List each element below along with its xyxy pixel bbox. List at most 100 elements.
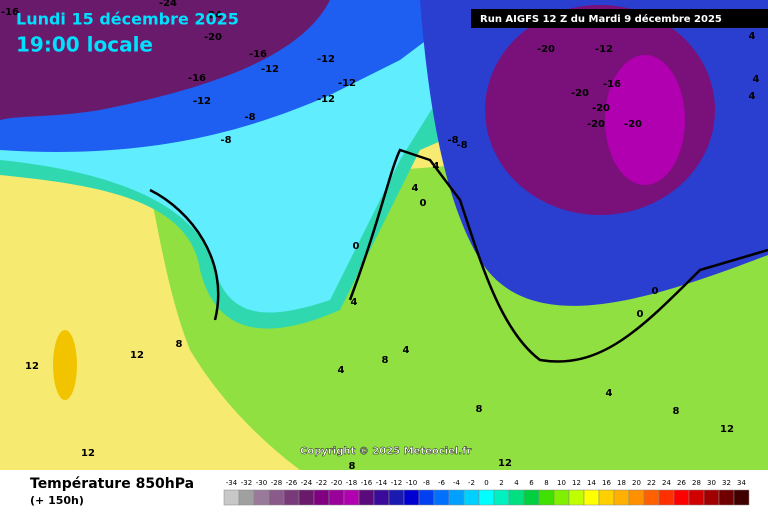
scale-swatch [433, 489, 450, 506]
forecast-time: 19:00 locale [16, 33, 153, 57]
contour-label: -16 [249, 49, 267, 60]
scale-swatch [283, 489, 300, 506]
scale-swatch [463, 489, 480, 506]
contour-label: -8 [220, 135, 231, 146]
scale-label: 2 [499, 479, 503, 487]
scale-swatch [568, 489, 585, 506]
scale-swatch [298, 489, 315, 506]
contour-label: -16 [188, 73, 206, 84]
scale-label: -2 [468, 479, 475, 487]
scale-label: -22 [316, 479, 327, 487]
contour-label: 8 [176, 339, 183, 350]
scale-swatch [418, 489, 435, 506]
scale-swatch [253, 489, 270, 506]
scale-swatch [223, 489, 240, 506]
copyright: Copyright © 2025 Meteociel.fr [300, 446, 471, 457]
forecast-date: Lundi 15 décembre 2025 [16, 10, 239, 29]
zero-isotherm [149, 148, 768, 363]
scale-label: 8 [544, 479, 548, 487]
legend-title: Température 850hPa [30, 476, 194, 492]
contour-label: 24 [208, 10, 222, 21]
frigid-area [0, 0, 330, 120]
contour-label: -8 [447, 135, 458, 146]
contour-label: -20 [592, 103, 610, 114]
map: -16-2424-20-16-12-16-12-12-12-12-8-8-20-… [0, 0, 768, 472]
scale-label: -4 [453, 479, 461, 487]
scale-swatch [343, 489, 360, 506]
scale-label: -28 [271, 479, 282, 487]
scale-label: 4 [514, 479, 519, 487]
scale-swatch [673, 489, 690, 506]
scale-label: -30 [256, 479, 267, 487]
scale-label: -26 [286, 479, 298, 487]
contour-label: -20 [204, 32, 222, 43]
scale-swatch [328, 489, 345, 506]
contour-label: -12 [193, 96, 211, 107]
scale-label: 14 [587, 479, 596, 487]
scale-swatch [658, 489, 675, 506]
contour-label: -12 [261, 64, 279, 75]
scale-swatch [718, 489, 735, 506]
scale-swatch [388, 489, 405, 506]
scale-label: 10 [557, 479, 566, 487]
scale-swatch [598, 489, 615, 506]
scale-label: -12 [391, 479, 402, 487]
contour-label: -24 [159, 0, 177, 9]
contour-label: 4 [749, 31, 756, 42]
scale-label: -14 [376, 479, 388, 487]
scale-label: 26 [677, 479, 686, 487]
contour-label: 8 [349, 461, 356, 472]
contour-label: 4 [433, 161, 440, 172]
scale-swatch [478, 489, 495, 506]
scale-swatch [523, 489, 540, 506]
contour-label: 0 [420, 198, 427, 209]
scale-swatch [238, 489, 255, 506]
contour-label: 4 [412, 183, 419, 194]
scale-swatch [403, 489, 420, 506]
contour-label: 4 [338, 365, 345, 376]
scale-label: 0 [484, 479, 488, 487]
contour-label: -12 [317, 94, 335, 105]
scale-label: 20 [632, 479, 641, 487]
scale-label: -16 [361, 479, 373, 487]
legend-subtitle: (+ 150h) [30, 494, 84, 507]
color-scale: -34 -32 -30 -28 -26 -24 -22 -20 -18 -16 -14 -12 -10-… [223, 479, 750, 506]
frigid-core [605, 55, 685, 185]
scale-swatch [493, 489, 510, 506]
scale-label: -24 [301, 479, 313, 487]
contour-label: 12 [81, 448, 95, 459]
scale-label: -20 [331, 479, 342, 487]
scale-label: -32 [241, 479, 252, 487]
contour-label: -20 [587, 119, 605, 130]
run-info: Run AIGFS 12 Z du Mardi 9 décembre 2025 [480, 13, 722, 25]
scale-swatch [538, 489, 555, 506]
scale-label: 34 [737, 479, 746, 487]
contour-label: 12 [720, 424, 734, 435]
contour-label: 0 [637, 309, 644, 320]
scale-label: -8 [423, 479, 430, 487]
contour-label: 12 [130, 350, 144, 361]
scale-label: -34 [226, 479, 238, 487]
scale-swatch [628, 489, 645, 506]
scale-swatch [613, 489, 630, 506]
scale-label: 22 [647, 479, 656, 487]
contour-label: 4 [403, 345, 410, 356]
scale-label: -10 [406, 479, 417, 487]
contour-label: 8 [673, 406, 680, 417]
scale-label: 28 [692, 479, 701, 487]
contour-label: -16 [1, 7, 19, 18]
contour-label: -20 [571, 88, 589, 99]
scale-swatch [688, 489, 705, 506]
contour-label: 8 [382, 355, 389, 366]
scale-swatch [358, 489, 375, 506]
contour-label: 12 [25, 361, 39, 372]
contour-label: -16 [603, 79, 621, 90]
scale-swatch [733, 489, 750, 506]
scale-label: 30 [707, 479, 716, 487]
scale-swatch [448, 489, 465, 506]
scale-label: -6 [438, 479, 446, 487]
contour-label: 4 [606, 388, 613, 399]
contour-label: -12 [338, 78, 356, 89]
run-box [471, 9, 768, 28]
